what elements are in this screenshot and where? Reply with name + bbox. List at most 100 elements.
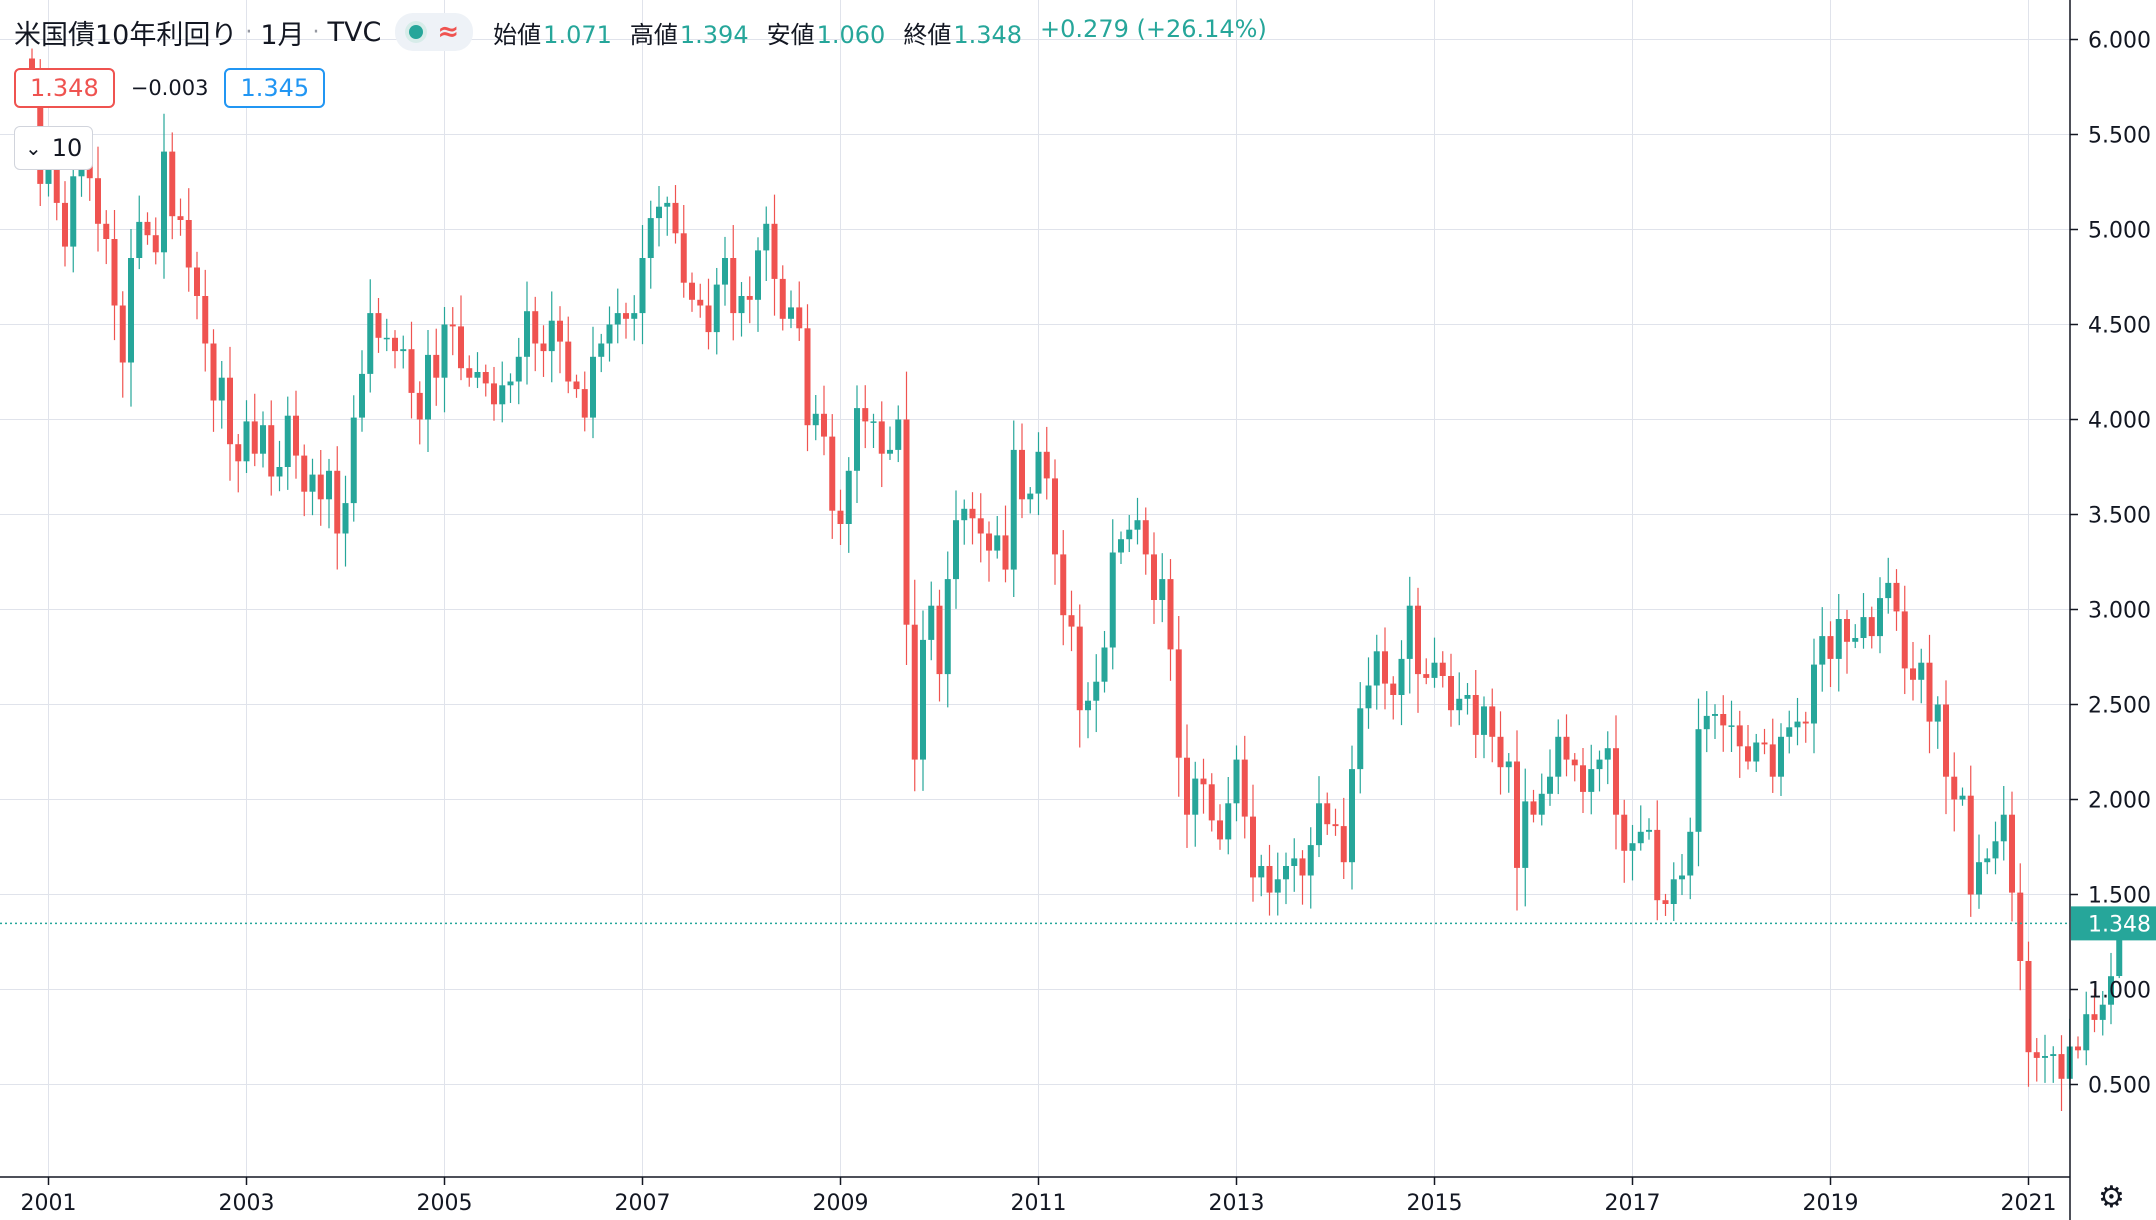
candle-body <box>342 503 349 534</box>
candle-body <box>1134 520 1141 530</box>
y-tick-label: 5.500 <box>2088 124 2151 149</box>
candle-body <box>1225 803 1232 840</box>
candle-body <box>606 324 613 344</box>
candle-body <box>70 176 77 247</box>
candle-body <box>1695 729 1702 832</box>
candle-body <box>928 605 935 640</box>
candle-body <box>392 337 398 352</box>
interval-label[interactable]: 1月 <box>260 19 305 51</box>
candle-body <box>2000 814 2007 842</box>
candle-body <box>1208 784 1215 821</box>
candle-body <box>1456 698 1463 711</box>
candle-body <box>1860 617 1867 638</box>
candle-body <box>111 239 118 306</box>
candle-body <box>474 372 481 378</box>
candle-body <box>1258 866 1265 878</box>
candle-body <box>1786 727 1793 737</box>
symbol-title[interactable]: 米国債10年利回り <box>14 19 238 51</box>
candle-body <box>1151 554 1157 600</box>
candle-body <box>697 299 704 306</box>
candle-body <box>1604 748 1611 760</box>
sell-button[interactable]: 1.348 <box>14 68 115 108</box>
time-axis[interactable]: 2001 2003 2005 2007 2009 2011 2013 2015 2017 2019… <box>21 1177 2057 1216</box>
candle-body <box>779 278 786 319</box>
candle-body <box>1093 681 1100 701</box>
indicators-toggle[interactable]: ⌄ 10 <box>14 126 94 170</box>
candle-body <box>2091 1014 2098 1020</box>
y-tick-label: 4.500 <box>2088 314 2151 339</box>
chart-legend: 米国債10年利回り · 1月 · TVC ≈ 始値1.071 高値1.394 安… <box>14 10 1267 54</box>
candle-body <box>1481 706 1487 735</box>
candle-body <box>1373 651 1380 686</box>
candle-body <box>1200 778 1207 785</box>
candle-body <box>1431 662 1438 678</box>
price-axis[interactable]: 0.500 1.000 1.500 2.000 2.500 3.000 3.500 4.000… <box>2070 29 2151 1099</box>
candle-body <box>425 354 431 420</box>
candle-body <box>1588 769 1595 792</box>
candle-body <box>326 470 332 500</box>
last-price-badge: 1.348 <box>2071 906 2156 941</box>
candle-body <box>1802 721 1809 724</box>
candle-body <box>1109 552 1116 648</box>
indicators-count: 10 <box>51 134 83 162</box>
separator-dot: · <box>245 19 253 45</box>
candle-body <box>986 533 992 551</box>
candle-body <box>614 313 621 325</box>
y-tick-label: 1.000 <box>2088 979 2151 1004</box>
candle-body <box>1918 662 1925 680</box>
spread-value: −0.003 <box>130 76 209 100</box>
candle-body <box>1159 579 1166 600</box>
candle-body <box>1010 449 1017 570</box>
candles <box>29 48 2123 1112</box>
candle-body <box>441 324 448 378</box>
candle-body <box>1662 900 1669 904</box>
candle-body <box>1811 664 1817 724</box>
candle-body <box>821 413 827 437</box>
candle-body <box>276 467 283 477</box>
candle-body <box>128 258 134 363</box>
candle-body <box>53 163 60 203</box>
candle-body <box>524 311 530 357</box>
candle-body <box>62 202 68 247</box>
candle-body <box>1406 605 1413 659</box>
candle-body <box>1167 579 1174 650</box>
candle-body <box>243 421 250 462</box>
settings-gear-icon[interactable]: ⚙ <box>2098 1180 2125 1215</box>
candle-body <box>45 163 52 184</box>
y-tick-label: 0.500 <box>2088 1074 2151 1099</box>
candle-body <box>598 343 605 357</box>
candle-body <box>1530 801 1537 815</box>
candle-body <box>1299 858 1306 876</box>
candle-body <box>1415 605 1421 675</box>
candle-body <box>1794 721 1801 728</box>
y-tick-label: 4.000 <box>2088 409 2151 434</box>
candle-body <box>1101 647 1108 682</box>
candle-body <box>771 223 778 279</box>
candle-body <box>722 258 728 285</box>
candle-body <box>788 307 794 319</box>
candle-body <box>1646 829 1652 832</box>
candle-body <box>746 296 753 300</box>
x-tick-label: 2007 <box>615 1191 671 1216</box>
source-label: TVC <box>327 16 382 48</box>
candle-body <box>1497 736 1504 768</box>
candle-body <box>862 408 869 422</box>
candle-body <box>532 311 539 344</box>
candle-body <box>1390 683 1397 695</box>
y-tick-label: 3.500 <box>2088 504 2151 529</box>
candle-body <box>1827 636 1834 659</box>
candle-body <box>911 624 918 760</box>
candle-body <box>1901 611 1908 669</box>
candle-body <box>1844 619 1850 642</box>
status-pill[interactable]: ≈ <box>395 13 474 51</box>
candle-body <box>837 510 844 524</box>
candle-body <box>1357 708 1364 770</box>
candle-body <box>887 449 893 454</box>
last-price-badge-label: 1.348 <box>2088 912 2151 937</box>
candle-body <box>730 258 737 314</box>
buy-button[interactable]: 1.345 <box>224 68 326 108</box>
x-tick-label: 2003 <box>219 1191 275 1216</box>
candle-body <box>705 305 712 333</box>
candle-body <box>2017 892 2024 961</box>
